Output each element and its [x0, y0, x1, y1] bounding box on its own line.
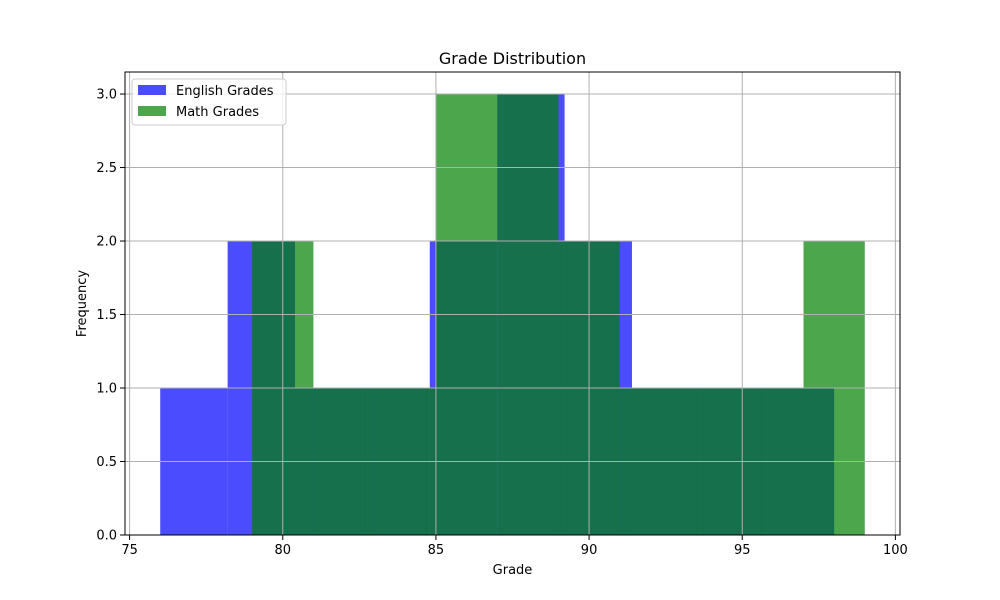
y-tick-label-3: 1.0 [96, 382, 117, 397]
legend-swatch-1 [138, 85, 166, 95]
axis-ticks: 75 80 85 90 95 100 0.0 0.5 1.0 1.5 2.0 2.5 3.0 [96, 88, 908, 558]
y-tick-label-7: 3.0 [96, 88, 117, 103]
chart-title: Grade Distribution [439, 49, 586, 68]
y-tick-label-5: 2.0 [96, 235, 117, 250]
x-tick-label-4: 90 [581, 543, 598, 558]
y-tick-label-1: 0.0 [96, 529, 117, 544]
x-tick-label-5: 95 [734, 543, 751, 558]
y-axis-title: Frequency [75, 270, 90, 337]
x-tick-label-3: 85 [428, 543, 445, 558]
x-tick-label-2: 80 [274, 543, 291, 558]
legend: English Grades Math Grades [131, 78, 287, 126]
plot-frame [124, 71, 901, 536]
y-tick-label-2: 0.5 [96, 455, 117, 470]
legend-swatch-2 [138, 106, 166, 116]
legend-label-2: Math Grades [176, 105, 259, 120]
legend-label-1: English Grades [176, 84, 274, 99]
y-tick-label-6: 2.5 [96, 161, 117, 176]
y-tick-label-4: 1.5 [96, 308, 117, 323]
legend-box [131, 78, 287, 126]
x-tick-label-6: 100 [883, 543, 908, 558]
x-axis-title: Grade [493, 563, 533, 578]
x-tick-label-1: 75 [121, 543, 138, 558]
